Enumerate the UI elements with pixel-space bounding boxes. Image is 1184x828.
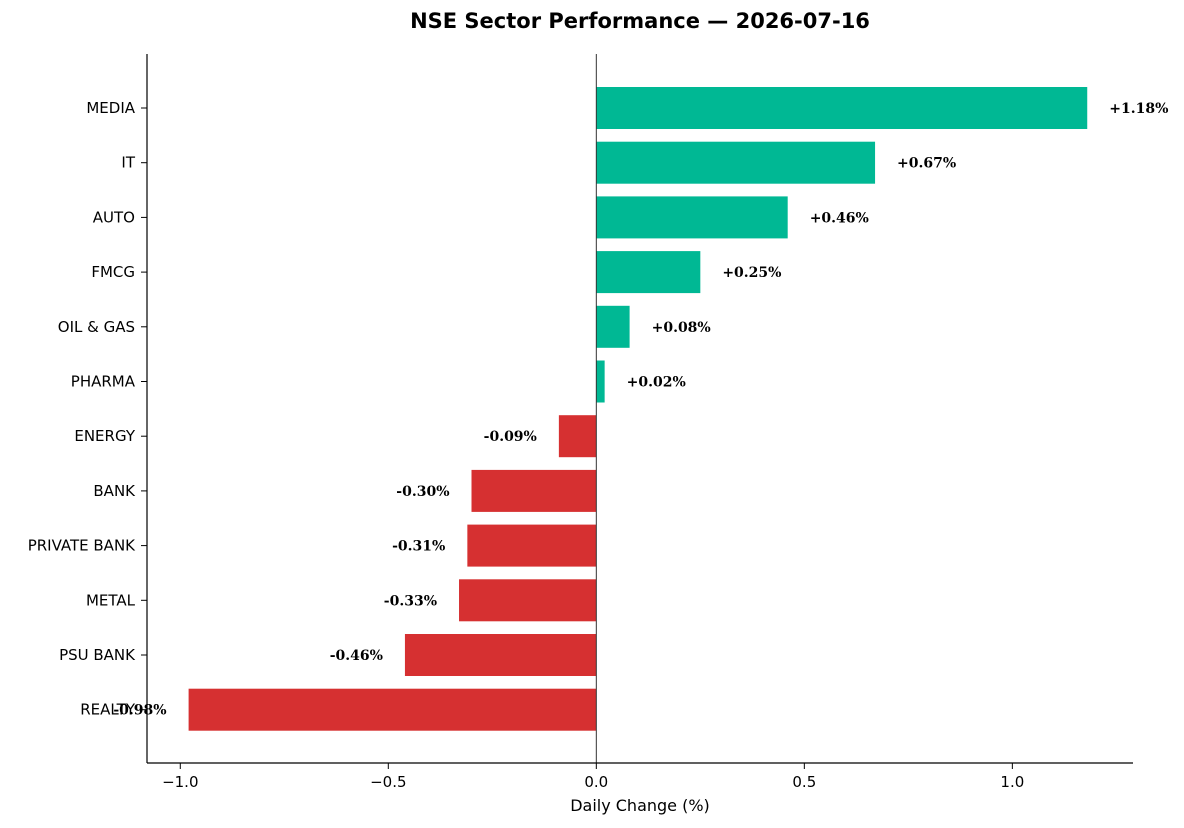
x-tick-label: 0.5	[792, 773, 816, 791]
x-tick-label: 0.0	[584, 773, 608, 791]
bar-psu-bank	[404, 634, 597, 676]
data-labels-layer: +1.18% +0.67% +0.46% +0.25% +0.08% +0.02% -0.0…	[113, 101, 1168, 719]
y-tick-label: METAL	[86, 591, 136, 609]
y-tick-label: IT	[121, 154, 135, 172]
y-tick-label: PHARMA	[71, 373, 136, 391]
data-label: +0.67%	[897, 156, 956, 172]
bar-auto	[596, 196, 788, 239]
y-tick-label: PSU BANK	[59, 646, 136, 664]
bar-media	[596, 87, 1088, 129]
x-axis-label: Daily Change (%)	[570, 796, 710, 815]
data-label: -0.30%	[396, 484, 449, 500]
data-label: -0.33%	[384, 593, 437, 609]
data-label: -0.31%	[392, 539, 445, 555]
data-label: -0.46%	[330, 648, 383, 664]
y-tick-label: BANK	[93, 482, 136, 500]
bars-layer	[188, 54, 1088, 763]
bar-oil-gas	[596, 305, 630, 348]
y-tick-label: MEDIA	[86, 99, 135, 117]
x-tick-label: 1.0	[1000, 773, 1024, 791]
chart-title: NSE Sector Performance — 2026-07-16	[410, 9, 870, 33]
y-tick-label: REALTY	[80, 701, 136, 719]
y-tick-label: PRIVATE BANK	[28, 537, 136, 555]
data-label: +0.02%	[627, 375, 686, 391]
bar-private-bank	[467, 524, 597, 567]
x-tick-label: −0.5	[370, 773, 406, 791]
x-axis: −1.0 −0.5 0.0 0.5 1.0	[147, 762, 1133, 791]
data-label: +0.08%	[652, 320, 711, 336]
bar-it	[596, 141, 876, 184]
y-axis: MEDIA IT AUTO FMCG OIL & GAS PHARMA ENERGY BANK…	[28, 54, 148, 763]
bar-fmcg	[596, 251, 701, 294]
data-label: +0.46%	[810, 210, 869, 226]
data-label: -0.09%	[484, 429, 537, 445]
y-tick-label: FMCG	[91, 263, 135, 281]
data-label: -0.98%	[113, 703, 166, 719]
bar-metal	[459, 579, 597, 622]
data-label: +1.18%	[1109, 101, 1168, 117]
y-tick-label: OIL & GAS	[58, 318, 135, 336]
bar-energy	[558, 415, 597, 458]
y-tick-label: ENERGY	[74, 427, 135, 445]
y-tick-label: AUTO	[93, 208, 135, 226]
bar-pharma	[596, 360, 605, 403]
data-label: +0.25%	[722, 265, 781, 281]
bar-bank	[471, 469, 597, 512]
bar-realty	[188, 688, 597, 731]
x-tick-label: −1.0	[162, 773, 198, 791]
